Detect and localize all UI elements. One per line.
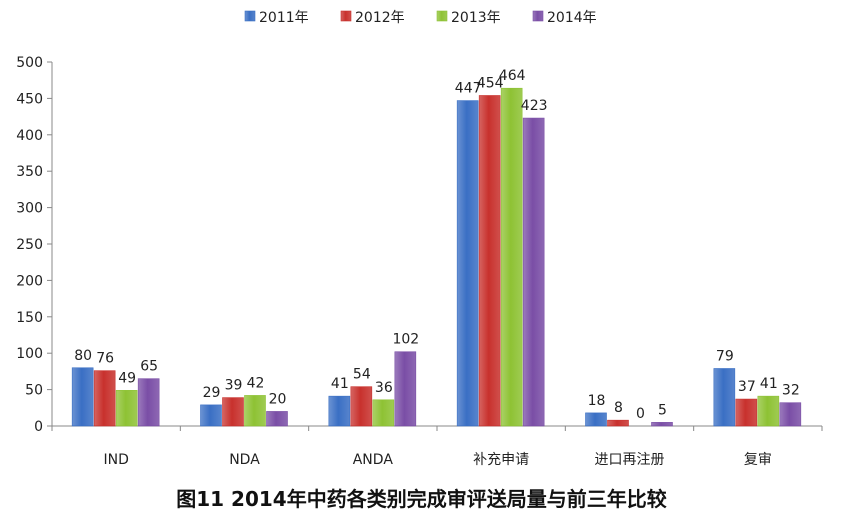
data-label: 454 <box>477 75 504 91</box>
bar <box>651 422 673 427</box>
data-label: 8 <box>614 400 623 416</box>
bar <box>328 395 351 427</box>
legend-label: 2014年 <box>547 10 597 26</box>
x-tick-label: 进口再注册 <box>595 452 665 468</box>
bar <box>478 95 501 427</box>
x-tick-label: IND <box>103 452 128 468</box>
bar <box>607 419 629 427</box>
bar <box>456 100 479 427</box>
bar <box>372 399 395 427</box>
legend-swatch <box>340 10 352 22</box>
legend-swatch <box>244 10 256 22</box>
data-label: 65 <box>140 359 158 375</box>
bar <box>71 367 94 427</box>
x-tick-label: ANDA <box>353 452 394 468</box>
data-label: 18 <box>588 393 606 409</box>
data-label: 54 <box>353 367 371 383</box>
y-tick-label: 300 <box>16 201 43 217</box>
bar <box>244 395 266 427</box>
data-label: 423 <box>521 98 548 114</box>
x-tick-label: NDA <box>229 452 260 468</box>
bars <box>71 87 802 427</box>
bar <box>394 351 417 427</box>
legend-swatch <box>532 10 544 22</box>
data-label: 32 <box>782 383 800 399</box>
data-label: 80 <box>74 348 92 364</box>
bar <box>522 117 545 427</box>
bar <box>115 390 138 427</box>
y-tick-label: 250 <box>16 237 43 253</box>
data-label: 36 <box>375 380 393 396</box>
data-label: 41 <box>331 376 349 392</box>
data-label: 39 <box>225 378 243 394</box>
y-tick-label: 150 <box>16 310 43 326</box>
y-tick-label: 50 <box>25 383 43 399</box>
legend-swatch <box>436 10 448 22</box>
y-tick-label: 350 <box>16 164 43 180</box>
legend-label: 2012年 <box>355 10 405 26</box>
y-tick-label: 400 <box>16 128 43 144</box>
bar <box>500 87 523 427</box>
legend-label: 2013年 <box>451 10 501 26</box>
data-label: 5 <box>658 402 667 418</box>
y-tick-label: 0 <box>34 419 43 435</box>
chart-title: 图11 2014年中药各类别完成审评送局量与前三年比较 <box>176 487 667 511</box>
x-tick-label: 复审 <box>744 451 772 468</box>
data-label: 447 <box>455 81 482 97</box>
bar <box>137 378 160 427</box>
data-label: 79 <box>716 348 734 364</box>
bar <box>350 386 373 427</box>
y-tick-label: 450 <box>16 91 43 107</box>
data-label: 42 <box>247 375 265 391</box>
y-tick-label: 200 <box>16 273 43 289</box>
bar <box>757 395 780 427</box>
data-label: 49 <box>118 370 136 386</box>
bar <box>713 368 736 427</box>
bar <box>585 412 607 427</box>
bar <box>266 411 288 427</box>
legend-label: 2011年 <box>259 10 309 26</box>
data-label: 37 <box>738 379 756 395</box>
legend: 2011年 2012年 2013年 2014年 <box>244 10 597 26</box>
data-label: 20 <box>269 391 287 407</box>
y-tick-label: 100 <box>16 346 43 362</box>
data-label: 76 <box>96 351 114 367</box>
data-label: 464 <box>499 68 526 84</box>
y-tick-label: 500 <box>16 55 43 71</box>
data-label: 0 <box>636 406 645 422</box>
bar <box>779 402 802 427</box>
data-label: 29 <box>203 385 221 401</box>
bar <box>222 397 244 427</box>
x-tick-label: 补充申请 <box>473 452 529 468</box>
bar <box>735 398 758 427</box>
bar <box>93 370 116 427</box>
data-label: 41 <box>760 376 778 392</box>
data-label: 102 <box>392 332 419 348</box>
bar <box>200 404 222 427</box>
bar-chart: 2011年 2012年 2013年 2014年 0501001502002503003… <box>16 10 823 468</box>
